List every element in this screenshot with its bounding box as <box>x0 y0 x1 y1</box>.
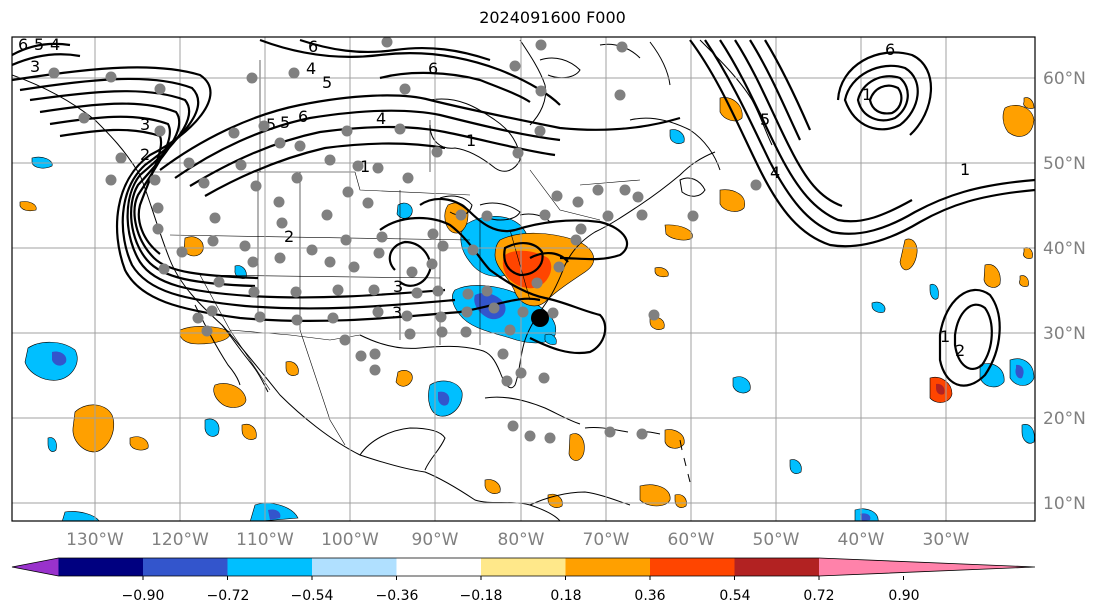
colorbar-tick-label: −0.90 <box>122 588 165 604</box>
contour-label: 1 <box>862 85 872 104</box>
contour-label: 1 <box>360 157 370 176</box>
lon-tick-label: 90°W <box>412 530 459 550</box>
colorbar-segment <box>396 558 481 576</box>
contour-labels: 6 5 4 3 6 5 4 3 2 1 6 5 4 1 2 3 5 6 3 1 … <box>18 35 970 360</box>
contour-label: 3 <box>393 277 403 296</box>
colorbar-tick-label: 0.54 <box>719 588 750 604</box>
colorbar-segment <box>481 558 566 576</box>
colorbar-segment <box>58 558 143 576</box>
contour-label: 2 <box>140 145 150 164</box>
colorbar-tick-label: −0.18 <box>460 588 503 604</box>
lon-tick-label: 40°W <box>838 530 885 550</box>
gridlines <box>12 37 1035 521</box>
colorbar <box>11 557 1036 580</box>
contour-label: 5 <box>322 73 332 92</box>
contour-lines <box>12 38 1035 387</box>
contour-label: 3 <box>140 115 150 134</box>
lat-tick-label: 50°N <box>1043 154 1086 174</box>
contour-label: 4 <box>376 109 386 128</box>
lat-tick-label: 30°N <box>1043 324 1086 344</box>
contour-label: 5 <box>280 113 290 132</box>
colorbar-segment <box>143 558 228 576</box>
contour-label: 4 <box>770 163 780 182</box>
lon-tick-label: 120°W <box>151 530 209 550</box>
colorbar-extend-high <box>819 558 1035 576</box>
colorbar-labels: −0.90 −0.72 −0.54 −0.36 −0.18 0.18 0.36 … <box>122 588 920 604</box>
contour-label: 5 <box>266 115 276 134</box>
contour-label: 2 <box>284 227 294 246</box>
colorbar-tick-label: 0.18 <box>550 588 581 604</box>
colorbar-tick-label: −0.54 <box>291 588 334 604</box>
lon-tick-label: 50°W <box>753 530 800 550</box>
station-markers <box>48 37 762 444</box>
colorbar-segment <box>650 558 735 576</box>
lon-tick-label: 80°W <box>498 530 545 550</box>
contour-label: 6 <box>308 37 318 56</box>
contour-label: 5 <box>760 110 770 129</box>
lat-tick-label: 10°N <box>1043 494 1086 514</box>
contour-label: 6 <box>298 107 308 126</box>
map-frame <box>11 36 1036 522</box>
contour-label: 1 <box>960 160 970 179</box>
lon-tick-label: 60°W <box>668 530 715 550</box>
storm-center-marker <box>531 309 549 327</box>
contour-label: 2 <box>955 341 965 360</box>
contour-label: 4 <box>306 59 316 78</box>
lat-tick-label: 40°N <box>1043 239 1086 259</box>
contour-label: 3 <box>30 57 40 76</box>
colorbar-outline <box>11 557 1036 577</box>
latitude-labels: 60°N 50°N 40°N 30°N 20°N 10°N <box>1043 69 1086 514</box>
contour-label: 3 <box>392 303 402 322</box>
colorbar-tick-label: 0.72 <box>803 588 834 604</box>
contour-label: 6 <box>428 59 438 78</box>
longitude-labels: 130°W 120°W 110°W 100°W 90°W 80°W 70°W 6… <box>66 530 970 550</box>
colorbar-segment <box>734 558 819 576</box>
contour-label: 1 <box>466 131 476 150</box>
lon-tick-label: 30°W <box>923 530 970 550</box>
lon-tick-label: 110°W <box>236 530 294 550</box>
map-title: 2024091600 F000 <box>479 8 626 27</box>
contour-label: 4 <box>50 35 60 54</box>
colorbar-tick-label: −0.36 <box>376 588 419 604</box>
colorbar-tick-label: 0.90 <box>888 588 919 604</box>
colorbar-segment <box>565 558 650 576</box>
contour-label: 6 <box>885 40 895 59</box>
colorbar-tick-label: 0.36 <box>634 588 665 604</box>
lon-tick-label: 70°W <box>583 530 630 550</box>
colorbar-tick-label: −0.72 <box>207 588 250 604</box>
lon-tick-label: 130°W <box>66 530 124 550</box>
colorbar-segment <box>312 558 397 576</box>
contour-label: 5 <box>34 35 44 54</box>
contour-label: 6 <box>18 35 28 54</box>
colorbar-segment <box>227 558 312 576</box>
lat-tick-label: 20°N <box>1043 409 1086 429</box>
contour-label: 1 <box>940 327 950 346</box>
lon-tick-label: 100°W <box>321 530 379 550</box>
lat-tick-label: 60°N <box>1043 69 1086 89</box>
colorbar-extend-low <box>12 558 59 576</box>
